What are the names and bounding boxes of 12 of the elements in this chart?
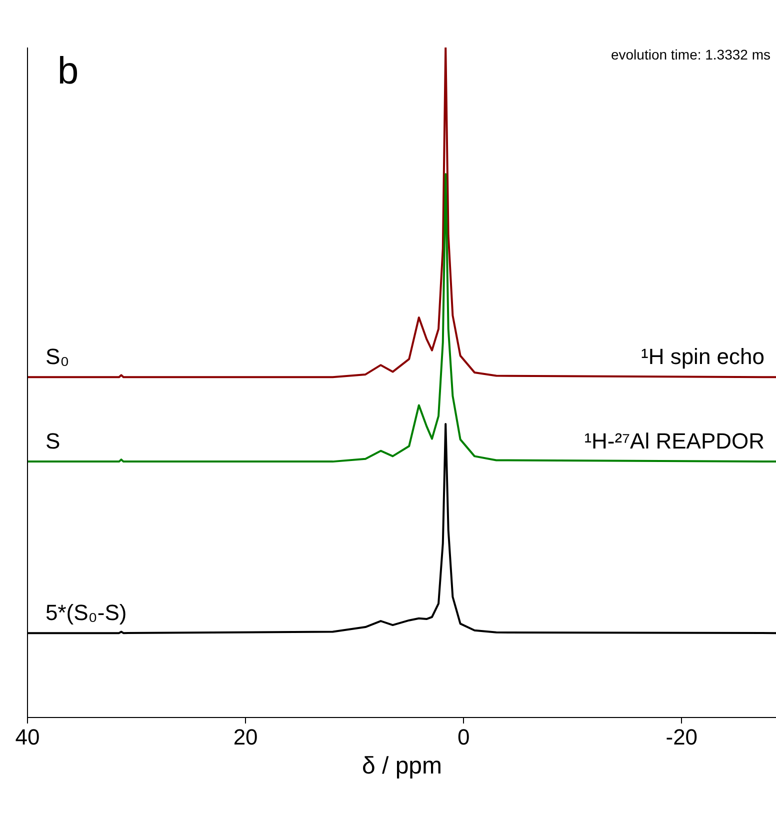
annotation: evolution time: 1.3332 ms (610, 46, 770, 62)
series-label: S (46, 428, 60, 454)
x-tick-label: 0 (457, 724, 470, 750)
x-axis-title: δ / ppm (362, 752, 442, 780)
series-label: S₀ (46, 344, 70, 370)
annotation: b (58, 50, 79, 92)
x-tick-label: 20 (233, 724, 258, 750)
x-tick-label: -20 (666, 724, 698, 750)
annotation: ¹H-²⁷Al REAPDOR (584, 428, 764, 454)
x-tick-label: 40 (15, 724, 40, 750)
series-label: 5*(S₀-S) (46, 600, 127, 626)
annotation: ¹H spin echo (640, 344, 765, 370)
